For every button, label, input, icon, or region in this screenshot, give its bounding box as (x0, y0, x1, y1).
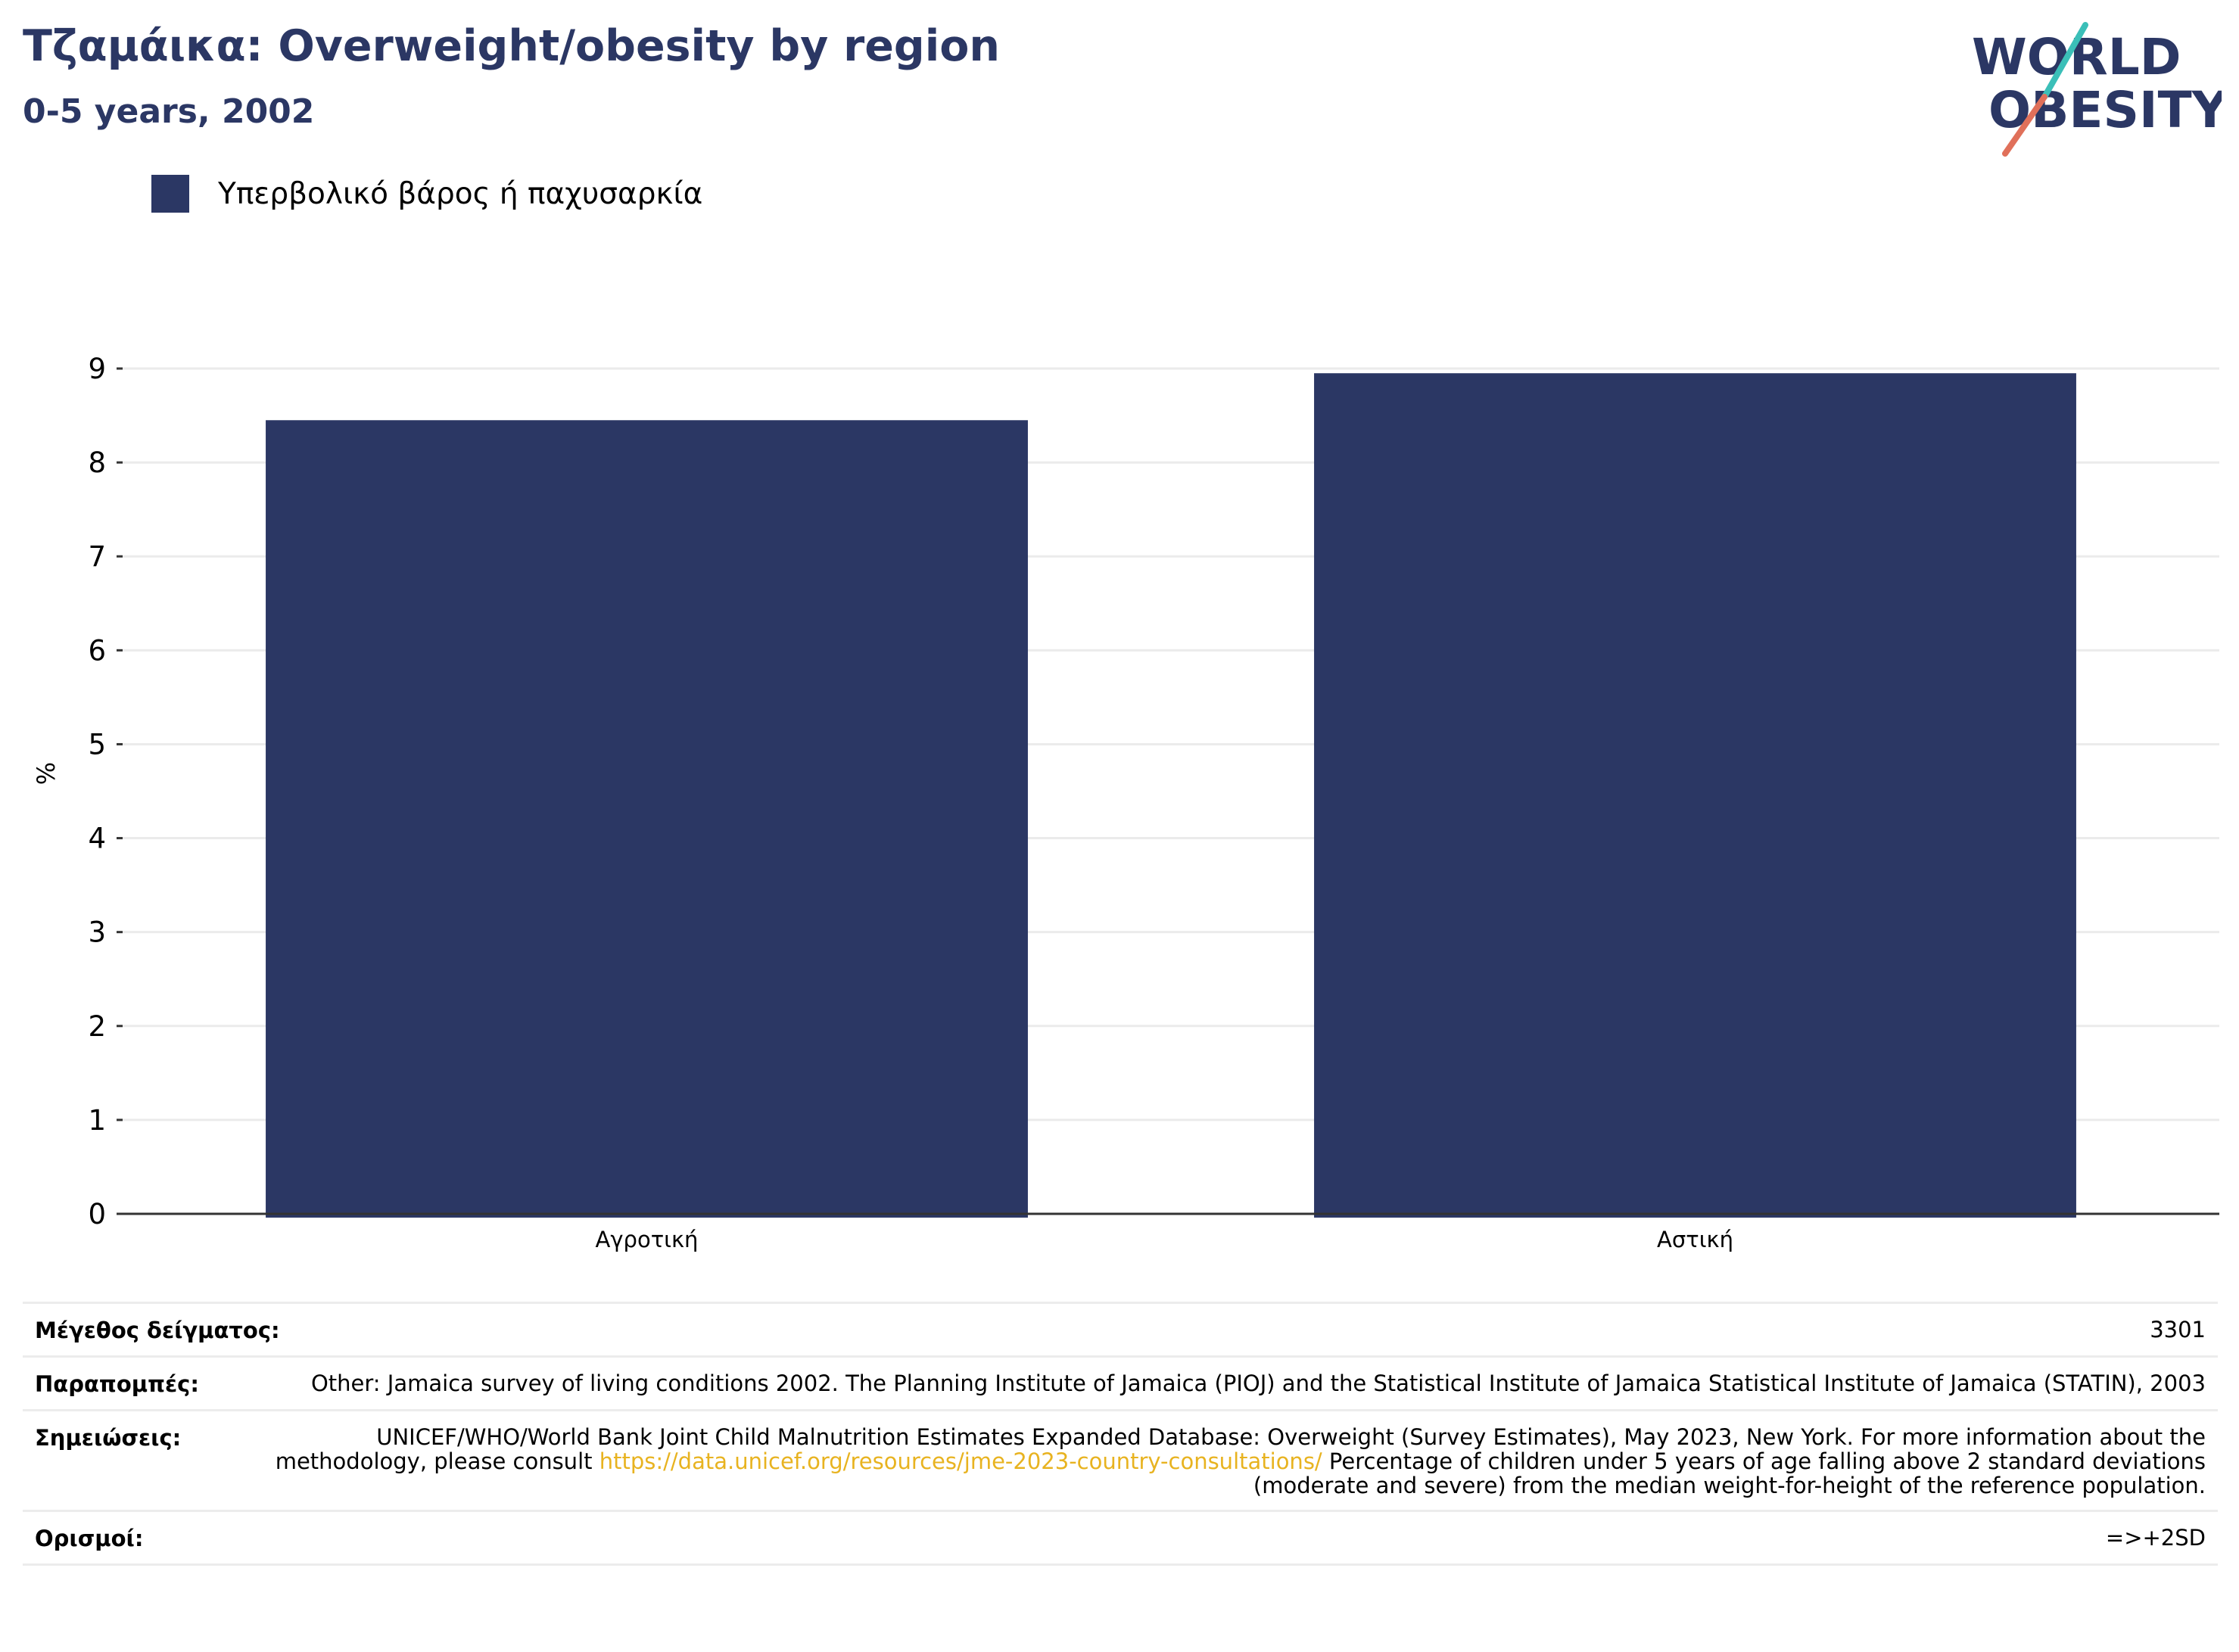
y-tick-label: 5 (88, 728, 106, 761)
notes-label: Σημειώσεις: (35, 1425, 182, 1451)
info-row-sample-size: Μέγεθος δείγματος: 3301 (23, 1302, 2218, 1355)
chart-title: Τζαμάικα: Overweight/obesity by region (23, 21, 1000, 71)
x-category-label: Αστική (1657, 1227, 1733, 1252)
y-tick-label: 1 (88, 1104, 106, 1137)
y-tick-label: 6 (88, 634, 106, 667)
sample-size-value: 3301 (2150, 1317, 2206, 1342)
notes-link[interactable]: https://data.unicef.org/resources/jme-20… (599, 1448, 1322, 1474)
y-axis-label: % (32, 762, 61, 785)
y-tick-label: 4 (88, 823, 106, 855)
x-category-label: Αγροτική (596, 1227, 699, 1252)
logo-slash-top (2041, 22, 2088, 100)
references-label: Παραπομπές: (35, 1371, 199, 1397)
references-value: Other: Jamaica survey of living conditio… (310, 1370, 2206, 1396)
y-tick-label: 7 (88, 540, 106, 573)
sample-size-label: Μέγεθος δείγματος: (35, 1318, 280, 1343)
notes-text-before: UNICEF/WHO/World Bank Joint Child Malnut… (275, 1424, 2206, 1474)
notes-value: UNICEF/WHO/World Bank Joint Child Malnut… (226, 1425, 2206, 1498)
y-tick-label: 2 (88, 1010, 106, 1043)
info-row-references: Παραπομπές: Other: Jamaica survey of liv… (23, 1355, 2218, 1409)
bar (1314, 373, 2076, 1218)
y-tick-label: 9 (88, 353, 106, 385)
bar (266, 420, 1028, 1218)
logo-slash-bottom (2002, 94, 2047, 157)
info-row-notes: Σημειώσεις: UNICEF/WHO/World Bank Joint … (23, 1409, 2218, 1510)
definitions-value: =>+2SD (2105, 1525, 2206, 1551)
y-tick-label: 0 (88, 1198, 106, 1230)
legend-label: Υπερβολικό βάρος ή παχυσαρκία (218, 176, 703, 211)
logo-line2: OBESITY (1988, 81, 2222, 139)
notes-text-after: Percentage of children under 5 years of … (1253, 1448, 2206, 1498)
chart-subtitle: 0-5 years, 2002 (23, 92, 315, 131)
world-obesity-logo: WORLD OBESITY (1972, 22, 2222, 157)
info-table: Μέγεθος δείγματος: 3301 Παραπομπές: Othe… (23, 1302, 2218, 1566)
y-tick-label: 8 (88, 446, 106, 479)
bar-chart: 0 1 2 3 4 5 6 7 8 9 Αγροτική Αστική % (32, 353, 2219, 1252)
legend: Υπερβολικό βάρος ή παχυσαρκία (151, 174, 702, 213)
legend-swatch (151, 175, 189, 213)
definitions-label: Ορισμοί: (35, 1526, 144, 1551)
info-row-definitions: Ορισμοί: =>+2SD (23, 1510, 2218, 1566)
y-tick-label: 3 (88, 916, 106, 949)
